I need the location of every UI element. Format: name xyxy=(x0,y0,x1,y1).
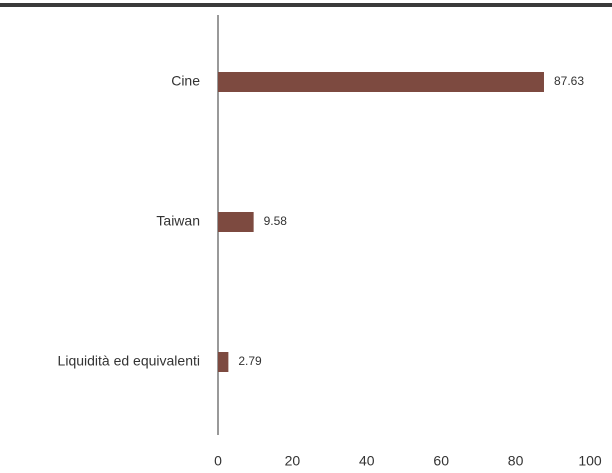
bar xyxy=(218,72,544,92)
bar xyxy=(218,212,254,232)
x-tick-label: 80 xyxy=(508,453,524,469)
x-tick-label: 0 xyxy=(214,453,222,469)
value-label: 2.79 xyxy=(238,354,262,368)
x-tick-label: 40 xyxy=(359,453,375,469)
x-tick-label: 60 xyxy=(433,453,449,469)
top-rule xyxy=(0,3,612,7)
value-label: 9.58 xyxy=(264,214,288,228)
x-tick-label: 100 xyxy=(578,453,602,469)
y-tick-label: Cine xyxy=(171,73,200,89)
value-label: 87.63 xyxy=(554,74,584,88)
y-tick-label: Liquidità ed equivalenti xyxy=(58,353,200,369)
bar xyxy=(218,352,229,372)
y-tick-label: Taiwan xyxy=(156,213,200,229)
x-tick-label: 20 xyxy=(285,453,301,469)
